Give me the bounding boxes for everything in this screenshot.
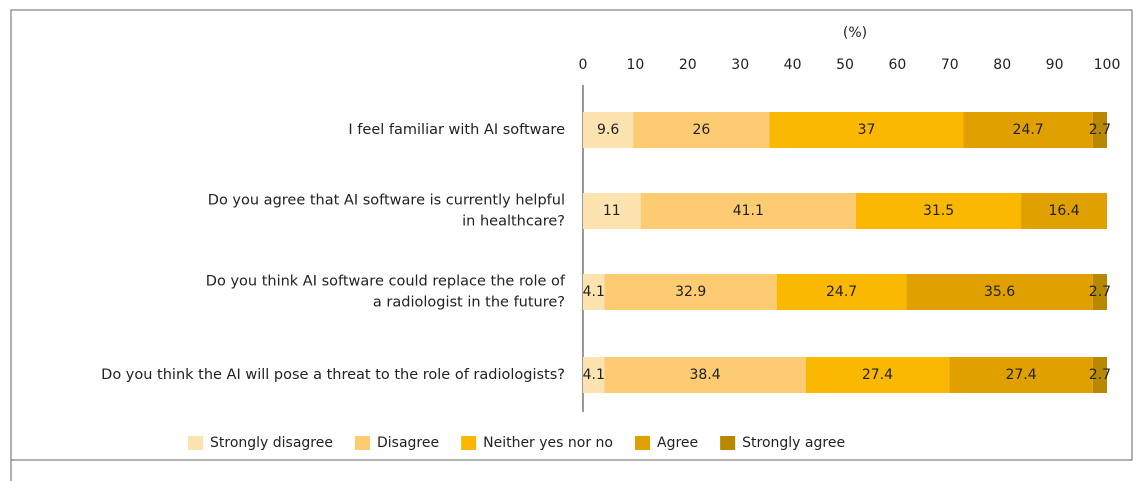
value-label: 2.7 bbox=[1089, 122, 1111, 138]
bar-segment bbox=[906, 274, 1093, 310]
x-tick-label: 60 bbox=[888, 57, 906, 73]
bar-segment bbox=[1021, 193, 1107, 229]
bar-segment bbox=[633, 112, 770, 148]
category-label: Do you think AI software could replace t… bbox=[206, 274, 566, 311]
bar-segment bbox=[583, 357, 605, 393]
value-label: 31.5 bbox=[923, 203, 954, 219]
x-tick-label: 0 bbox=[579, 57, 588, 73]
legend-swatch bbox=[720, 436, 736, 450]
bar-segment bbox=[583, 112, 634, 148]
value-label: 9.6 bbox=[597, 122, 619, 138]
bar-segment bbox=[583, 274, 605, 310]
value-label: 41.1 bbox=[733, 203, 764, 219]
x-tick-label: 50 bbox=[836, 57, 854, 73]
value-label: 32.9 bbox=[675, 284, 706, 300]
value-label: 24.7 bbox=[826, 284, 857, 300]
bar-segment bbox=[604, 274, 777, 310]
value-label: 2.7 bbox=[1089, 367, 1111, 383]
bar-segment bbox=[640, 193, 857, 229]
bar-segment bbox=[949, 357, 1093, 393]
value-label: 26 bbox=[693, 122, 711, 138]
bar-segment bbox=[583, 193, 641, 229]
legend-label: Strongly disagree bbox=[210, 435, 333, 451]
bar-segment bbox=[805, 357, 950, 393]
x-tick-label: 90 bbox=[1046, 57, 1064, 73]
bar-segment bbox=[776, 274, 907, 310]
bar-segment bbox=[1092, 357, 1107, 393]
legend-swatch bbox=[461, 436, 477, 450]
value-label: 27.4 bbox=[1005, 367, 1036, 383]
x-tick-label: 100 bbox=[1094, 57, 1121, 73]
value-label: 2.7 bbox=[1089, 284, 1111, 300]
value-label: 24.7 bbox=[1013, 122, 1044, 138]
value-label: 37 bbox=[858, 122, 876, 138]
x-tick-label: 10 bbox=[626, 57, 644, 73]
bar-segment bbox=[856, 193, 1022, 229]
legend-label: Agree bbox=[657, 435, 698, 451]
value-label: 35.6 bbox=[984, 284, 1015, 300]
bar-segment bbox=[1092, 112, 1107, 148]
bar-segment bbox=[604, 357, 806, 393]
x-tick-label: 30 bbox=[731, 57, 749, 73]
value-label: 11 bbox=[603, 203, 621, 219]
x-tick-label: 40 bbox=[784, 57, 802, 73]
legend-swatch bbox=[635, 436, 650, 450]
value-label: 38.4 bbox=[690, 367, 721, 383]
x-tick-label: 20 bbox=[679, 57, 697, 73]
legend-swatch bbox=[188, 436, 203, 450]
legend-label: Strongly agree bbox=[742, 435, 845, 451]
x-axis-label: (%) bbox=[843, 25, 867, 41]
x-tick-label: 80 bbox=[993, 57, 1011, 73]
frame bbox=[10, 9, 1133, 481]
category-label: Do you agree that AI software is current… bbox=[208, 193, 565, 230]
x-tick-label: 70 bbox=[941, 57, 959, 73]
value-label: 16.4 bbox=[1048, 203, 1079, 219]
legend-label: Neither yes nor no bbox=[483, 435, 613, 451]
legend-label: Disagree bbox=[377, 435, 439, 451]
bar-segment bbox=[1092, 274, 1107, 310]
category-label: I feel familiar with AI software bbox=[348, 122, 565, 138]
value-label: 4.1 bbox=[583, 367, 605, 383]
value-label: 4.1 bbox=[583, 284, 605, 300]
bar-segment bbox=[769, 112, 964, 148]
legend-swatch bbox=[355, 436, 370, 450]
bar-segment bbox=[963, 112, 1093, 148]
category-label: Do you think the AI will pose a threat t… bbox=[101, 367, 565, 383]
value-label: 27.4 bbox=[862, 367, 893, 383]
